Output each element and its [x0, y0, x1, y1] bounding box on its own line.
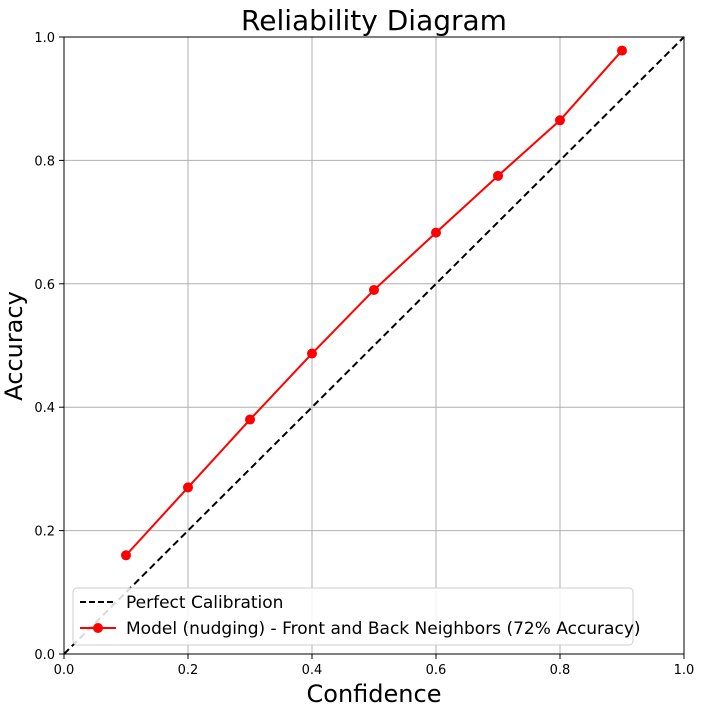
- x-axis-title: Confidence: [307, 680, 442, 708]
- legend-box: [72, 587, 634, 646]
- legend: Perfect Calibration Model (nudging) - Fr…: [72, 587, 641, 646]
- series-layer: [63, 36, 685, 655]
- model-point: [555, 115, 565, 126]
- x-tick-label: 0.4: [302, 663, 323, 678]
- model-point: [183, 482, 193, 493]
- tick-labels: 0.0 0.2 0.4 0.6 0.8 1.0 0.0 0.2 0.4 0.6 0.8 1.0: [34, 31, 694, 678]
- x-tick-label: 0.6: [426, 663, 447, 678]
- grid: [63, 36, 685, 655]
- model-point: [431, 227, 441, 238]
- y-tick-label: 0.4: [34, 401, 55, 416]
- model-point: [121, 550, 131, 561]
- y-tick-label: 0.0: [34, 648, 55, 663]
- perfect-calibration-line: [63, 36, 685, 655]
- legend-swatch-model-marker: [93, 623, 103, 633]
- y-tick-label: 0.6: [34, 278, 55, 293]
- y-tick-label: 1.0: [34, 31, 55, 46]
- legend-label-perfect-calibration: Perfect Calibration: [126, 593, 283, 613]
- model-point: [245, 414, 255, 425]
- tick-marks: [59, 36, 685, 659]
- plot-frame: [63, 36, 685, 655]
- y-tick-label: 0.8: [34, 154, 55, 169]
- y-axis-title: Accuracy: [0, 291, 28, 401]
- x-tick-label: 0.0: [54, 663, 75, 678]
- model-point: [493, 170, 503, 181]
- model-point: [307, 348, 317, 359]
- chart-title: Reliability Diagram: [241, 4, 507, 37]
- legend-label-model: Model (nudging) - Front and Back Neighbo…: [126, 619, 641, 639]
- x-tick-label: 0.2: [178, 663, 199, 678]
- x-tick-label: 0.8: [550, 663, 571, 678]
- model-point: [369, 284, 379, 295]
- x-tick-label: 1.0: [674, 663, 695, 678]
- y-tick-label: 0.2: [34, 525, 55, 540]
- model-point: [617, 45, 627, 56]
